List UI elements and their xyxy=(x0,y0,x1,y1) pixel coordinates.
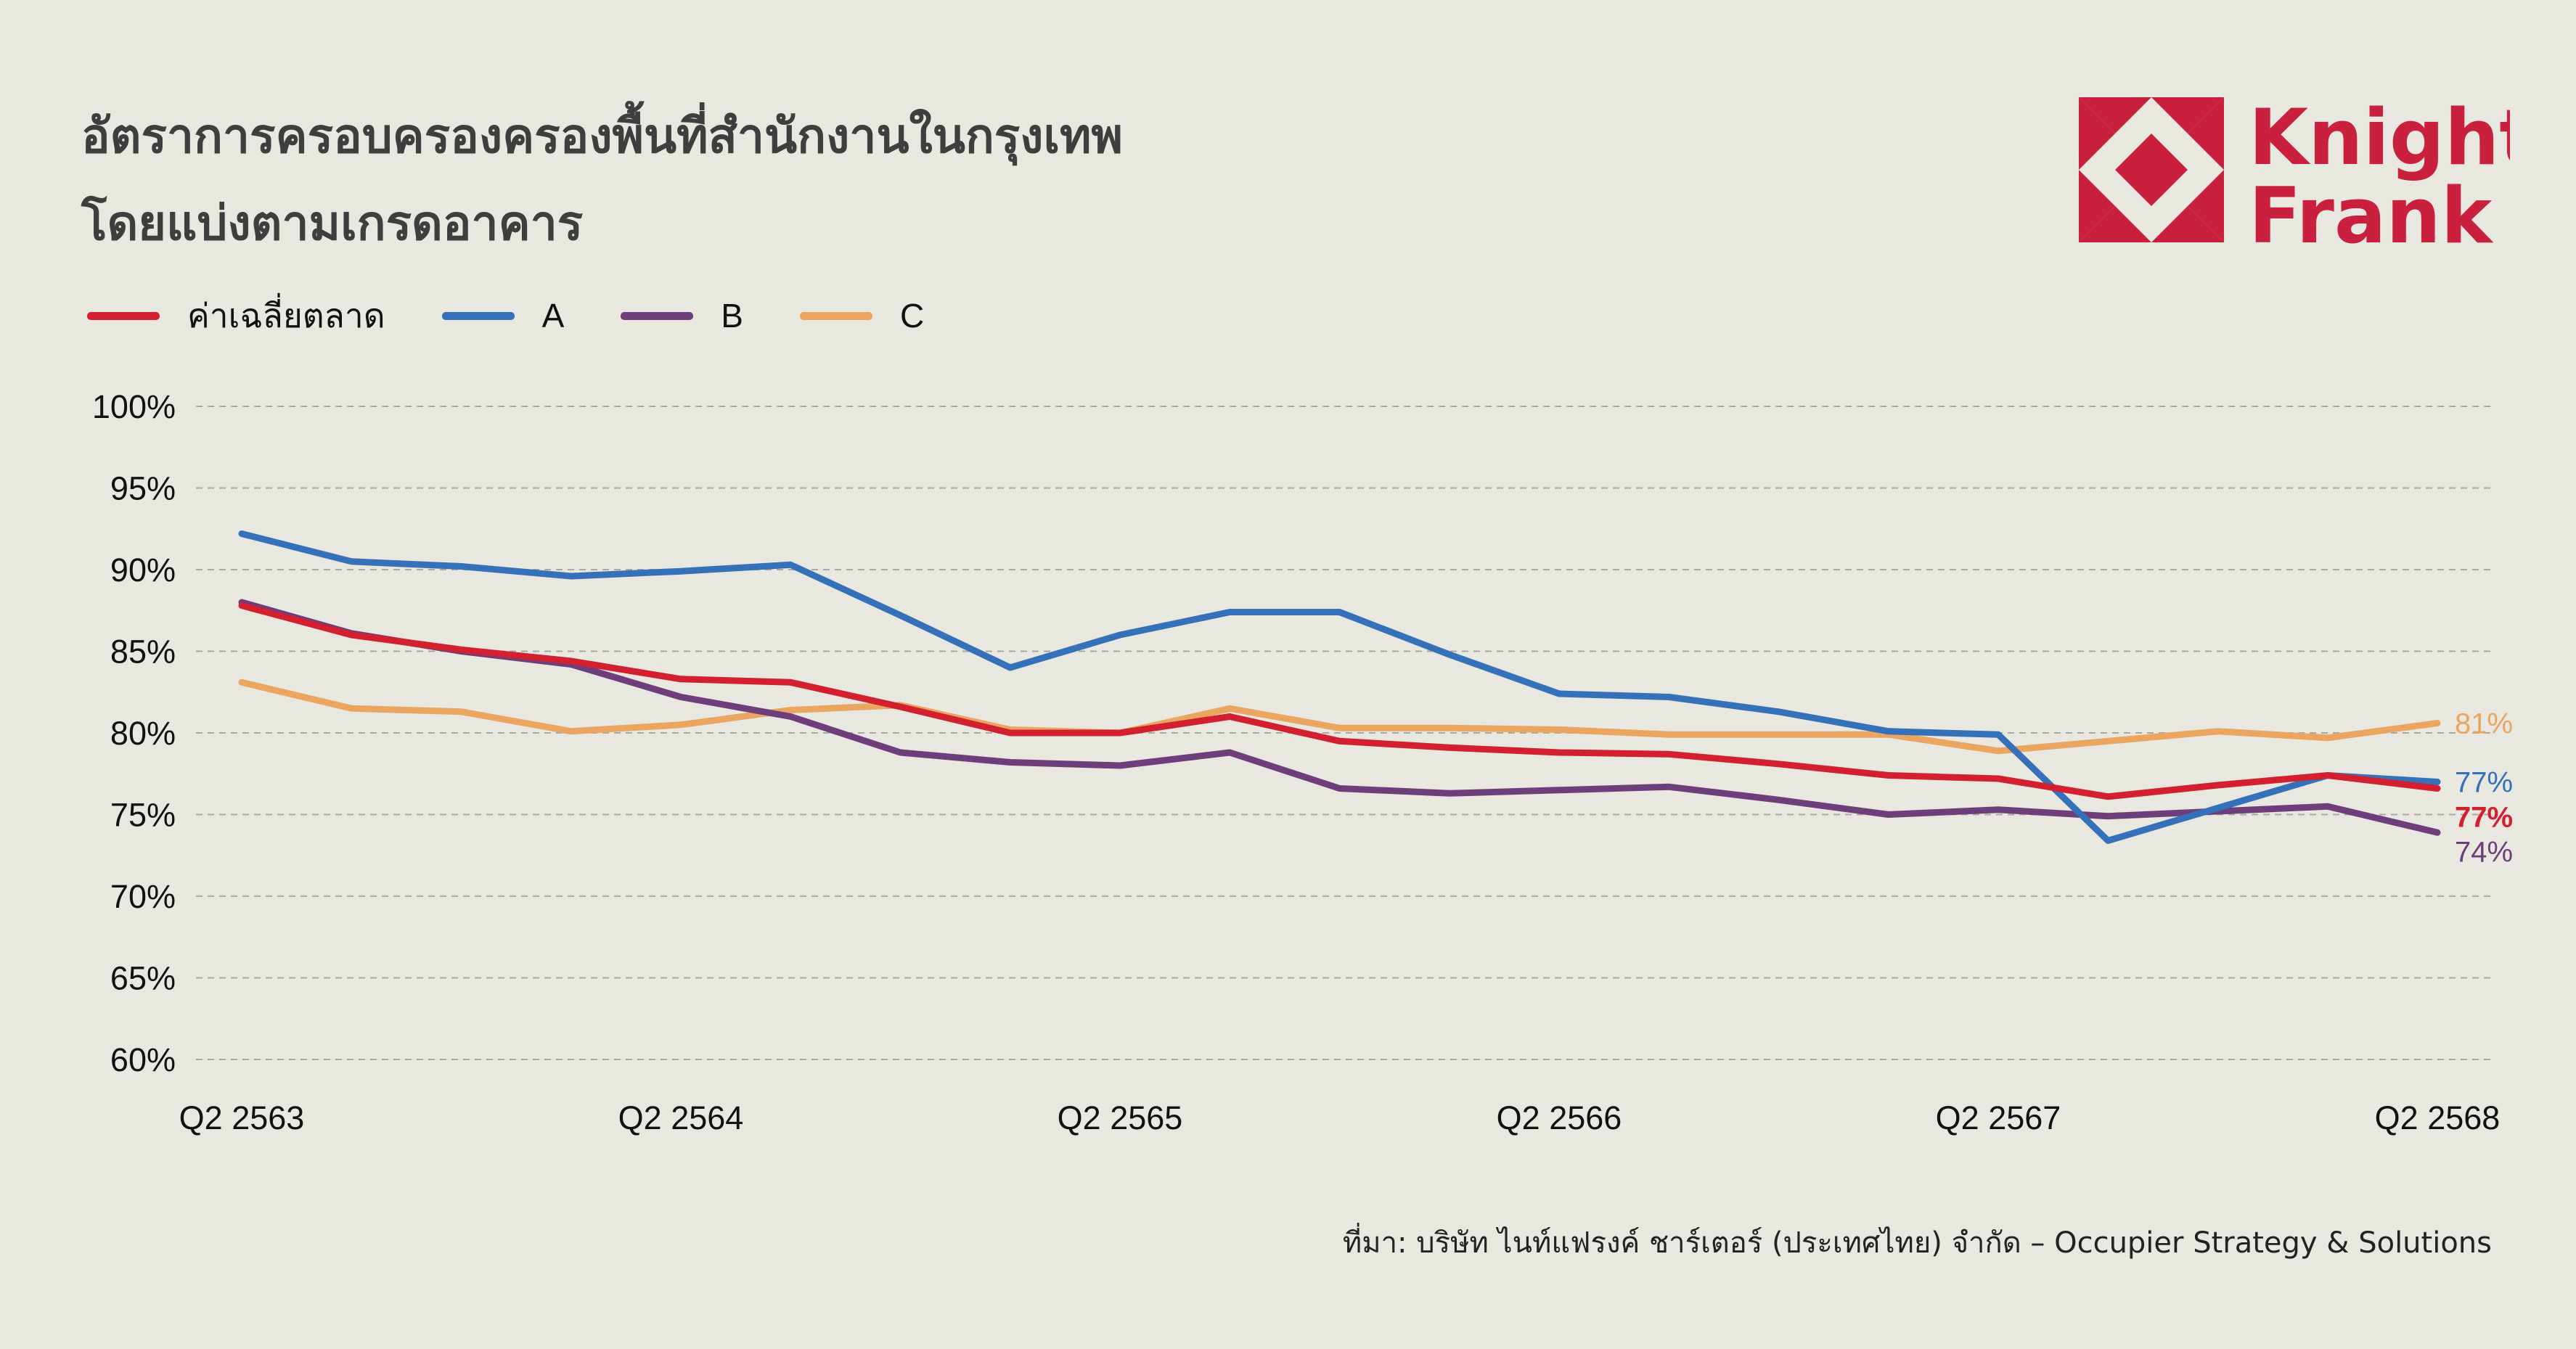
y-tick-label: 60% xyxy=(110,1041,176,1078)
logo-text-knight: Knight xyxy=(2249,93,2510,182)
series-line xyxy=(238,678,2441,755)
source-note: ที่มา: บริษัท ไนท์แฟรงค์ ชาร์เตอร์ (ประเ… xyxy=(1342,1226,2492,1260)
y-tick-label: 95% xyxy=(110,470,176,507)
series-line xyxy=(238,530,2441,844)
logo-mark xyxy=(2079,97,2224,242)
legend-item-b: B xyxy=(621,296,743,335)
logo-text-frank: Frank xyxy=(2249,171,2494,253)
x-tick-label: Q2 2568 xyxy=(2375,1099,2501,1136)
y-tick-label: 85% xyxy=(110,634,176,671)
legend-swatch-market xyxy=(87,311,160,320)
chart-legend: ค่าเฉลี่ยตลาด A B C xyxy=(87,290,981,341)
legend-item-a: A xyxy=(441,296,565,335)
legend-item-market: ค่าเฉลี่ยตลาด xyxy=(87,290,385,343)
x-tick-label: Q2 2563 xyxy=(179,1099,305,1136)
x-tick-label: Q2 2564 xyxy=(618,1099,744,1136)
legend-label-c: C xyxy=(899,297,925,335)
x-tick-label: Q2 2565 xyxy=(1058,1099,1183,1136)
end-label: 77% xyxy=(2455,767,2513,799)
legend-label-a: A xyxy=(541,297,565,335)
knight-frank-logo: Knight Frank xyxy=(2079,93,2510,253)
series-line xyxy=(238,602,2441,800)
y-tick-label: 100% xyxy=(92,388,176,425)
legend-label-market: ค่าเฉลี่ยตลาด xyxy=(187,296,385,335)
line-chart: 60% 65% 70% 75% 80% 85% 90% 95% 100% Q2 2563 Q2 25… xyxy=(92,388,2513,1136)
legend-swatch-b xyxy=(621,311,694,320)
end-label: 74% xyxy=(2455,837,2513,869)
legend-swatch-a xyxy=(441,311,515,320)
end-label: 77% xyxy=(2455,802,2513,834)
end-label: 81% xyxy=(2455,708,2513,740)
chart-title-line-2: โดยแบ่งตามเกรดอาคาร xyxy=(81,195,584,251)
y-tick-label: 90% xyxy=(110,552,176,589)
y-tick-label: 75% xyxy=(110,797,176,834)
series-line xyxy=(238,599,2441,836)
y-tick-label: 80% xyxy=(110,715,176,752)
legend-label-b: B xyxy=(721,297,743,335)
legend-swatch-c xyxy=(799,311,872,320)
legend-item-c: C xyxy=(799,296,925,335)
y-tick-label: 70% xyxy=(110,878,176,915)
chart-title: อัตราการครอบครองครองพื้นที่สำนักงานในกรุ… xyxy=(81,93,1533,267)
x-tick-label: Q2 2567 xyxy=(1936,1099,2061,1136)
y-tick-label: 65% xyxy=(110,960,176,997)
chart-title-line-1: อัตราการครอบครองครองพื้นที่สำนักงานในกรุ… xyxy=(81,108,1124,164)
x-tick-label: Q2 2566 xyxy=(1497,1099,1622,1136)
